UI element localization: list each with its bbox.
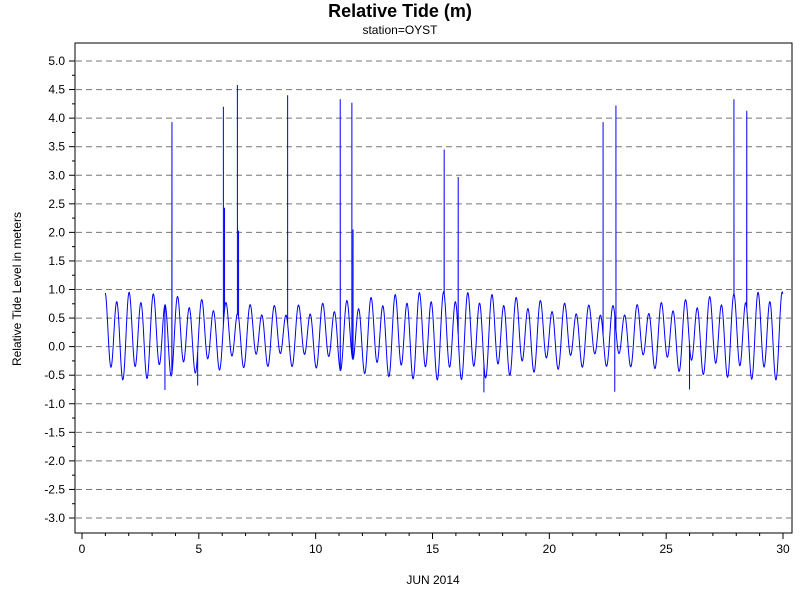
x-tick-label: 0 — [79, 542, 86, 556]
x-axis: 0 5 10 15 20 25 30 — [79, 533, 790, 556]
x-tick-label: 5 — [195, 542, 202, 556]
y-tick-label: -2.0 — [44, 454, 65, 468]
x-tick-label: 15 — [426, 542, 440, 556]
y-tick-label: -0.5 — [44, 368, 65, 382]
y-tick-label: -3.0 — [44, 511, 65, 525]
y-axis: -3.0 -2.5 -2.0 -1.5 -1.0 -0.5 0.0 0.5 1.0 1.5 2.0 2… — [44, 54, 75, 525]
y-tick-label: 4.5 — [48, 83, 65, 97]
x-tick-label: 30 — [776, 542, 790, 556]
y-tick-label: 3.0 — [48, 168, 65, 182]
chart-subtitle: station=OYST — [362, 23, 438, 37]
x-axis-title: JUN 2014 — [406, 573, 460, 587]
gridlines — [76, 60, 791, 519]
y-tick-label: 5.0 — [48, 54, 65, 68]
tide-series-line — [104, 84, 784, 393]
chart-title: Relative Tide (m) — [328, 1, 472, 21]
plot-frame — [74, 42, 793, 534]
x-tick-label: 20 — [543, 542, 557, 556]
y-tick-label: 0.0 — [48, 340, 65, 354]
y-tick-label: 4.0 — [48, 111, 65, 125]
y-axis-title: Relative Tide Level in meters — [10, 212, 24, 366]
y-tick-label: -2.5 — [44, 482, 65, 496]
x-tick-label: 10 — [309, 542, 323, 556]
y-tick-label: -1.0 — [44, 397, 65, 411]
y-tick-label: 1.5 — [48, 254, 65, 268]
y-tick-label: 0.5 — [48, 311, 65, 325]
y-tick-label: 1.0 — [48, 283, 65, 297]
x-tick-label: 25 — [659, 542, 673, 556]
y-tick-label: -1.5 — [44, 425, 65, 439]
y-tick-label: 3.5 — [48, 140, 65, 154]
y-tick-label: 2.5 — [48, 197, 65, 211]
y-tick-label: 2.0 — [48, 225, 65, 239]
